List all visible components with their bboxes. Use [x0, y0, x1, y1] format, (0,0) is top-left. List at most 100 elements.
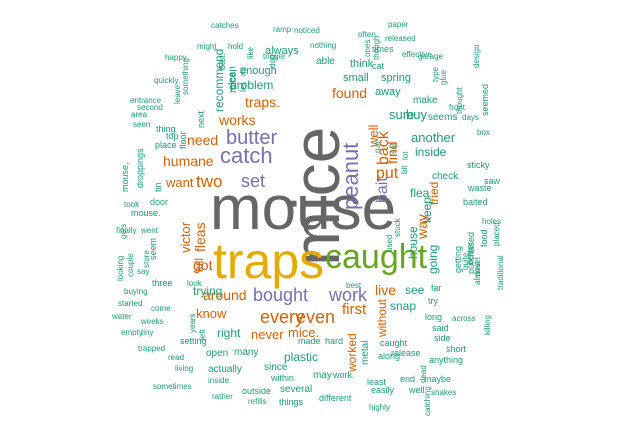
- cloud-word: house: [406, 226, 420, 259]
- cloud-word: work.: [333, 370, 355, 380]
- cloud-word: flea: [410, 186, 430, 200]
- cloud-word: seem: [148, 237, 158, 260]
- cloud-word: catch: [220, 143, 273, 168]
- cloud-word: lot: [401, 151, 410, 160]
- cloud-word: found: [332, 85, 368, 101]
- cloud-word: open: [206, 348, 229, 359]
- cloud-word: work: [329, 285, 368, 305]
- cloud-word: floor: [178, 131, 188, 149]
- cloud-word: cat: [372, 61, 385, 71]
- cloud-word: catching: [423, 386, 432, 416]
- cloud-word: come: [151, 304, 171, 313]
- cloud-word: caught: [325, 238, 428, 276]
- cloud-word: second: [137, 103, 163, 112]
- cloud-word: along: [378, 351, 401, 361]
- cloud-word: mouse,: [120, 162, 130, 192]
- cloud-word: another: [411, 130, 456, 145]
- cloud-word: quite: [461, 252, 470, 270]
- cloud-word: end: [400, 374, 416, 384]
- cloud-word: inside: [415, 145, 447, 159]
- cloud-word: never: [251, 327, 284, 342]
- cloud-word: snap: [390, 299, 417, 313]
- cloud-word: short: [446, 344, 467, 354]
- cloud-word: place: [155, 140, 177, 150]
- cloud-word: something: [181, 58, 190, 95]
- cloud-word: happy: [165, 53, 187, 62]
- cloud-word: tin: [153, 182, 163, 192]
- cloud-word: hold: [228, 42, 244, 51]
- cloud-word: check: [432, 171, 459, 182]
- cloud-word: couple: [126, 253, 135, 277]
- cloud-word: several: [280, 384, 313, 395]
- cloud-word: rid: [239, 67, 248, 76]
- cloud-word: living: [175, 364, 194, 373]
- cloud-word: butter: [226, 127, 278, 149]
- cloud-word: read: [168, 353, 185, 362]
- cloud-word: traps: [213, 233, 325, 289]
- cloud-word: looking: [116, 255, 125, 281]
- cloud-word: set: [241, 171, 266, 191]
- cloud-word: always: [265, 45, 299, 57]
- cloud-word: took: [124, 200, 140, 209]
- cloud-word: may: [313, 370, 332, 381]
- cloud-word: mice.: [288, 325, 320, 340]
- cloud-word: garage: [418, 52, 443, 61]
- cloud-word: since: [264, 362, 288, 373]
- cloud-word: started: [118, 299, 143, 308]
- cloud-word: thing: [156, 124, 176, 134]
- cloud-word: bought: [253, 285, 309, 305]
- cloud-word: release: [391, 348, 421, 358]
- cloud-word: left: [198, 329, 207, 340]
- cloud-word: different: [319, 393, 352, 403]
- cloud-word: ramp: [273, 25, 292, 34]
- cloud-word: kill: [192, 258, 206, 272]
- cloud-word: traditional: [496, 255, 505, 290]
- cloud-word: box: [477, 128, 490, 137]
- cloud-word: put: [376, 165, 399, 182]
- cloud-word: enough: [240, 65, 277, 77]
- cloud-word: away: [375, 86, 401, 98]
- cloud-word: said: [432, 323, 449, 333]
- cloud-word: got: [193, 257, 213, 273]
- cloud-word: least: [367, 377, 387, 387]
- cloud-word: snakes: [431, 388, 457, 397]
- cloud-word: rather: [212, 392, 233, 401]
- cloud-word: live: [375, 282, 397, 298]
- cloud-word: went: [141, 226, 158, 235]
- cloud-word: buy: [406, 107, 427, 122]
- cloud-word: refills: [248, 397, 267, 406]
- cloud-word: placed: [492, 222, 501, 246]
- cloud-word: say: [137, 267, 150, 276]
- cloud-word: want: [166, 175, 194, 190]
- cloud-word: inside.: [208, 376, 232, 385]
- cloud-word: maybe: [424, 374, 452, 384]
- cloud-word: even: [296, 307, 336, 327]
- cloud-word: right: [217, 326, 241, 340]
- cloud-word: droppings: [135, 148, 145, 188]
- cloud-word: sticky: [467, 160, 490, 170]
- cloud-word: often: [358, 30, 376, 39]
- cloud-word: best: [346, 281, 362, 290]
- cloud-word: long: [425, 312, 443, 322]
- cloud-word: trapped: [138, 344, 166, 353]
- cloud-word: baited: [463, 197, 488, 207]
- cloud-word: catches: [211, 21, 239, 30]
- cloud-word: look: [187, 279, 202, 288]
- cloud-word: water: [112, 312, 132, 321]
- cloud-word: dog: [268, 54, 277, 68]
- cloud-word: highly: [369, 403, 390, 412]
- cloud-word: food: [479, 229, 489, 247]
- cloud-word: setting: [180, 336, 207, 346]
- cloud-word: almost: [473, 261, 482, 285]
- cloud-word: spring: [381, 72, 411, 84]
- cloud-word: caught: [380, 338, 408, 348]
- cloud-word: keep: [420, 196, 434, 223]
- cloud-word: plastic: [284, 350, 319, 364]
- cloud-word: works: [219, 112, 256, 128]
- cloud-word: empty: [121, 328, 143, 337]
- cloud-word: eat: [389, 142, 398, 154]
- cloud-word: made: [298, 336, 321, 346]
- cloud-word: trigger: [263, 52, 286, 61]
- cloud-word: seems: [428, 112, 458, 123]
